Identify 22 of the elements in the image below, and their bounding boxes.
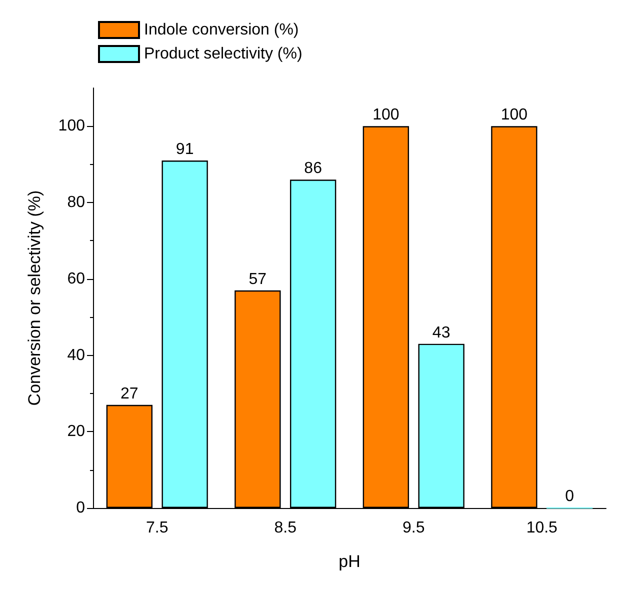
legend-label: Indole conversion (%) <box>144 22 299 38</box>
x-tick-label: 10.5 <box>526 520 558 536</box>
x-axis-title: pH <box>338 552 360 571</box>
y-axis-title: Conversion or selectivity (%) <box>25 190 44 406</box>
y-tick-label: 100 <box>58 118 86 135</box>
x-tick-label: 8.5 <box>274 520 297 536</box>
data-label: 100 <box>372 106 400 124</box>
data-label: 0 <box>565 488 574 505</box>
legend-label: Product selectivity (%) <box>144 46 302 62</box>
data-label: 57 <box>248 270 267 288</box>
y-tick-label: 60 <box>67 270 86 288</box>
data-label: 91 <box>176 141 194 158</box>
data-label: 27 <box>120 385 138 402</box>
data-label: 100 <box>500 106 528 124</box>
x-tick-label: 9.5 <box>402 520 425 536</box>
y-tick-label: 20 <box>67 423 86 440</box>
y-tick-label: 40 <box>67 346 86 364</box>
y-tick-label: 0 <box>76 500 86 516</box>
data-label: 43 <box>432 324 450 342</box>
data-label: 86 <box>304 160 322 178</box>
x-tick-label: 7.5 <box>146 520 168 536</box>
y-tick-label: 80 <box>67 194 86 212</box>
